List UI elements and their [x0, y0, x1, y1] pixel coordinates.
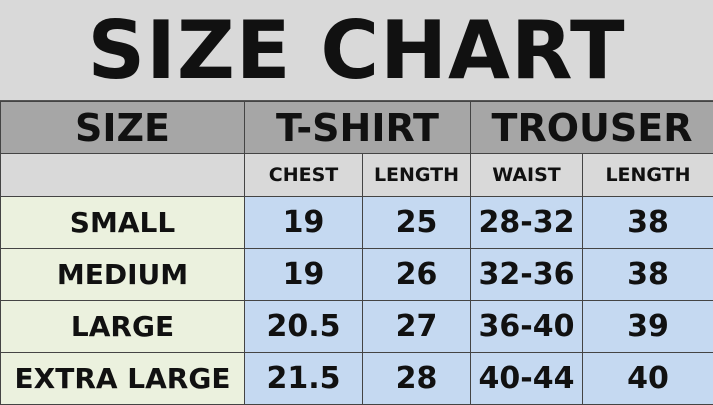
table-row: SMALL 19 25 28-32 38	[1, 197, 713, 249]
subheader-waist: WAIST	[471, 154, 583, 197]
chest-value: 19	[245, 197, 363, 249]
header-tshirt: T-SHIRT	[245, 102, 471, 154]
subheader-chest: CHEST	[245, 154, 363, 197]
waist-value: 36-40	[471, 301, 583, 353]
waist-value: 28-32	[471, 197, 583, 249]
trouser-length-value: 39	[583, 301, 713, 353]
subheader-blank	[1, 154, 245, 197]
size-label: LARGE	[1, 301, 245, 353]
size-label: EXTRA LARGE	[1, 353, 245, 405]
subheader-row: CHEST LENGTH WAIST LENGTH	[1, 154, 713, 197]
size-label: MEDIUM	[1, 249, 245, 301]
trouser-length-value: 40	[583, 353, 713, 405]
header-size: SIZE	[1, 102, 245, 154]
size-label: SMALL	[1, 197, 245, 249]
waist-value: 40-44	[471, 353, 583, 405]
chest-value: 20.5	[245, 301, 363, 353]
tshirt-length-value: 25	[363, 197, 471, 249]
table-row: LARGE 20.5 27 36-40 39	[1, 301, 713, 353]
header-row: SIZE T-SHIRT TROUSER	[1, 102, 713, 154]
page-title: SIZE CHART	[0, 0, 713, 101]
table-row: MEDIUM 19 26 32-36 38	[1, 249, 713, 301]
tshirt-length-value: 26	[363, 249, 471, 301]
chest-value: 19	[245, 249, 363, 301]
waist-value: 32-36	[471, 249, 583, 301]
trouser-length-value: 38	[583, 197, 713, 249]
tshirt-length-value: 27	[363, 301, 471, 353]
subheader-tshirt-length: LENGTH	[363, 154, 471, 197]
header-trouser: TROUSER	[471, 102, 713, 154]
subheader-trouser-length: LENGTH	[583, 154, 713, 197]
chest-value: 21.5	[245, 353, 363, 405]
trouser-length-value: 38	[583, 249, 713, 301]
size-chart-table: SIZE T-SHIRT TROUSER CHEST LENGTH WAIST …	[0, 101, 713, 405]
table-row: EXTRA LARGE 21.5 28 40-44 40	[1, 353, 713, 405]
tshirt-length-value: 28	[363, 353, 471, 405]
